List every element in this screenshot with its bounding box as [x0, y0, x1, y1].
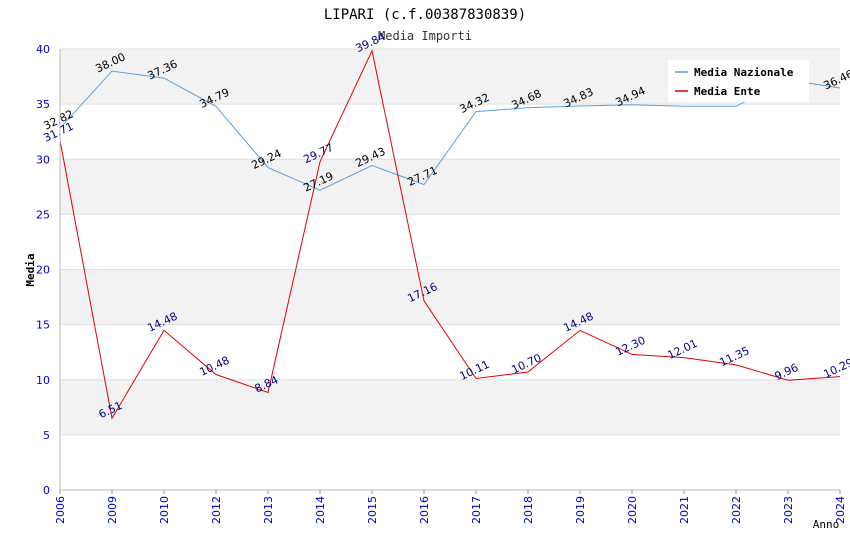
axes [59, 49, 840, 491]
y-tick-label: 40 [36, 43, 50, 56]
x-axis-label: Anno [813, 518, 840, 531]
series-line-nazionale [59, 70, 841, 191]
y-axis-ticks: 0 5 10 15 20 25 30 35 40 [36, 43, 50, 497]
background-bands [60, 49, 840, 435]
y-tick-label: 10 [36, 374, 50, 387]
data-label: 10.11 [457, 358, 491, 383]
data-label: 11.35 [717, 344, 751, 369]
x-tick-label: 2009 [106, 496, 119, 524]
x-tick-label: 2023 [782, 496, 795, 524]
y-tick-label: 25 [36, 208, 50, 221]
y-tick-label: 30 [36, 153, 50, 166]
x-axis-ticks: 2006 2009 2010 2012 2013 2014 2015 2016 2017 2018… [54, 490, 847, 524]
y-axis-label: Media [24, 253, 37, 286]
legend-label-ente: Media Ente [694, 85, 761, 98]
x-tick-label: 2017 [470, 496, 483, 524]
x-tick-label: 2021 [678, 496, 691, 524]
chart-title: LIPARI (c.f.00387830839) [324, 7, 526, 23]
data-label: 12.01 [665, 337, 699, 362]
y-tick-label: 20 [36, 264, 50, 277]
x-tick-label: 2012 [210, 496, 223, 524]
x-tick-label: 2018 [522, 496, 535, 524]
background-band [60, 269, 840, 325]
background-band [60, 379, 840, 435]
x-tick-label: 2022 [730, 496, 743, 524]
y-tick-label: 15 [36, 319, 50, 332]
y-tick-label: 0 [43, 484, 50, 497]
y-tick-label: 5 [43, 429, 50, 442]
x-tick-label: 2014 [314, 496, 327, 524]
legend-label-nazionale: Media Nazionale [694, 66, 794, 79]
x-tick-label: 2013 [262, 496, 275, 524]
x-tick-label: 2016 [418, 496, 431, 524]
chart-subtitle: Media Importi [378, 29, 472, 43]
x-tick-label: 2020 [626, 496, 639, 524]
legend: Media Nazionale Media Ente [668, 60, 809, 102]
y-tick-label: 35 [36, 98, 50, 111]
x-tick-label: 2015 [366, 496, 379, 524]
x-tick-label: 2024 [834, 496, 847, 524]
x-tick-label: 2010 [158, 496, 171, 524]
legend-box [668, 60, 809, 102]
x-tick-label: 2019 [574, 496, 587, 524]
series-lines [59, 49, 841, 420]
grid-lines [60, 48, 840, 491]
x-tick-label: 2006 [54, 496, 67, 524]
background-band [60, 159, 840, 215]
data-label: 10.48 [197, 354, 231, 379]
series-line-ente [59, 49, 841, 420]
